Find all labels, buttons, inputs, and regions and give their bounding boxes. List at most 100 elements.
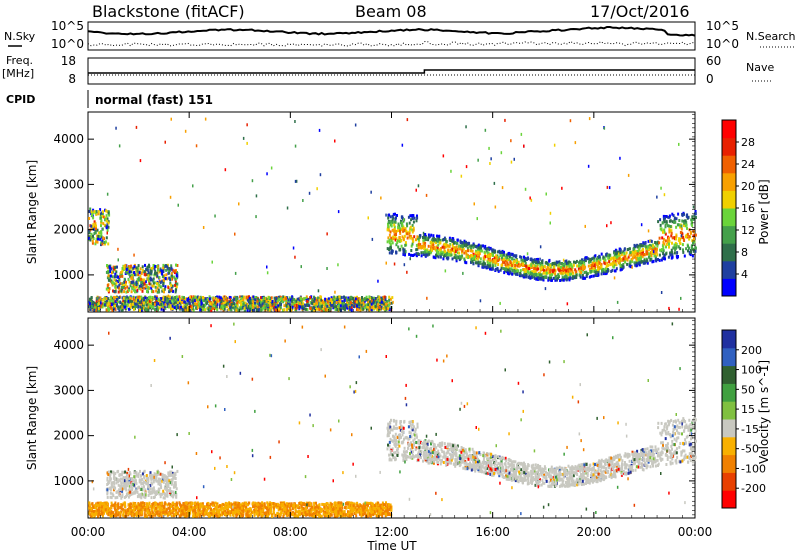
- power-cell: [94, 308, 97, 312]
- power-cell: [430, 245, 433, 249]
- power-cell: [144, 263, 146, 267]
- power-noise-point: [392, 300, 394, 304]
- power-cell: [94, 211, 97, 215]
- power-cell: [164, 264, 167, 268]
- power-cell: [470, 244, 473, 248]
- power-cell: [449, 239, 452, 242]
- power-cell: [285, 300, 288, 304]
- freq-unit-label: [MHz]: [2, 67, 34, 80]
- power-cell: [154, 285, 157, 289]
- power-cell: [442, 238, 445, 241]
- power-cell: [219, 298, 222, 302]
- power-cell: [600, 252, 603, 256]
- power-cell: [514, 272, 517, 276]
- power-cell: [341, 302, 344, 305]
- power-cell: [692, 249, 695, 253]
- power-cell: [133, 265, 136, 269]
- power-cell: [479, 260, 482, 264]
- power-cell: [140, 281, 143, 284]
- power-cell: [201, 299, 204, 302]
- velocity-cell: [279, 501, 282, 505]
- power-cell: [430, 246, 433, 250]
- power-cell: [256, 305, 259, 309]
- power-noise-point: [504, 118, 506, 122]
- power-cell: [149, 295, 152, 299]
- power-cell: [500, 263, 503, 267]
- power-cell: [663, 228, 666, 232]
- power-cell: [650, 254, 653, 257]
- power-cell: [694, 212, 697, 216]
- power-cell: [189, 304, 192, 308]
- power-cell: [495, 254, 498, 258]
- power-cell: [112, 289, 114, 293]
- power-cell: [235, 303, 238, 307]
- power-cell: [128, 307, 130, 311]
- power-cell: [175, 307, 178, 311]
- power-cell: [483, 265, 486, 269]
- power-cell: [208, 297, 211, 301]
- power-cell: [261, 307, 264, 311]
- power-cell: [376, 301, 379, 305]
- power-cell: [216, 300, 219, 304]
- power-cell: [371, 306, 374, 310]
- power-cell: [432, 238, 435, 242]
- power-cell: [105, 219, 108, 223]
- power-cell: [106, 287, 109, 290]
- power-cell: [89, 236, 92, 240]
- power-cell: [278, 307, 280, 311]
- power-cell: [123, 281, 126, 284]
- power-cell: [485, 249, 488, 253]
- power-cell: [602, 255, 605, 259]
- power-cell: [212, 306, 214, 310]
- power-cell: [509, 260, 512, 263]
- power-noise-point: [678, 307, 680, 311]
- power-cell: [558, 265, 561, 269]
- power-cell: [529, 258, 532, 262]
- power-cell: [279, 302, 282, 306]
- power-cell: [98, 306, 101, 310]
- power-cell: [112, 304, 115, 308]
- power-cell: [528, 267, 530, 270]
- power-cell: [99, 216, 102, 220]
- power-noise-point: [606, 224, 608, 228]
- power-cell: [654, 247, 657, 251]
- velocity-cell: [184, 503, 187, 507]
- power-cell: [174, 296, 177, 299]
- power-cell: [506, 271, 509, 275]
- power-cell: [495, 256, 498, 260]
- power-cell: [200, 301, 203, 305]
- power-cell: [140, 277, 142, 281]
- power-cell: [88, 235, 91, 239]
- power-cell: [554, 272, 557, 276]
- power-cell: [664, 257, 666, 261]
- power-cell: [395, 233, 397, 236]
- power-cell: [170, 307, 173, 311]
- power-noise-point: [616, 300, 619, 304]
- power-cell: [142, 280, 145, 284]
- power-cell: [572, 275, 575, 279]
- power-cell: [348, 305, 351, 309]
- power-cell: [436, 234, 438, 238]
- power-cell: [360, 299, 363, 303]
- power-cell: [164, 285, 167, 289]
- power-cell: [545, 271, 548, 275]
- velocity-cell: [188, 501, 191, 505]
- power-cell: [119, 289, 121, 293]
- power-cell: [683, 254, 686, 258]
- power-cell: [542, 278, 545, 282]
- power-cell: [594, 269, 597, 273]
- power-cell: [392, 212, 395, 216]
- power-cell: [677, 238, 680, 242]
- power-cell: [229, 296, 232, 300]
- power-cell: [101, 215, 103, 219]
- power-cell: [147, 296, 150, 300]
- power-cell: [100, 243, 102, 247]
- power-cell: [535, 272, 538, 276]
- power-noise-point: [246, 141, 248, 145]
- power-noise-point: [169, 195, 172, 199]
- power-cell: [592, 256, 595, 260]
- power-cell: [501, 256, 503, 260]
- power-cell: [125, 290, 128, 294]
- nsky-tick-top-right: 10^5: [706, 19, 739, 33]
- power-cell: [296, 297, 299, 301]
